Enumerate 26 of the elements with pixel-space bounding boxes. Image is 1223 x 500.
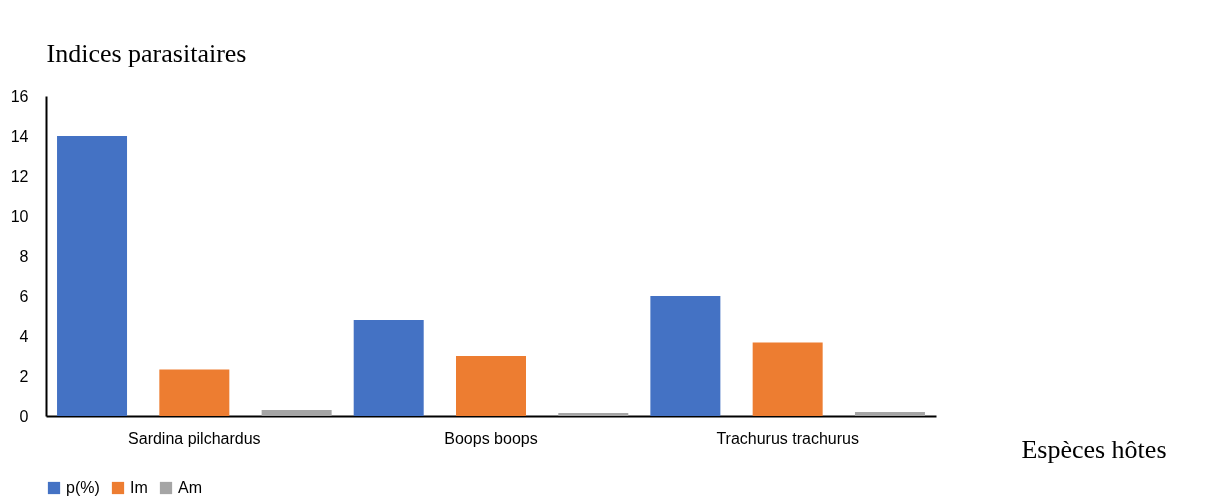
bar [456,356,526,416]
y-tick-label: 10 [10,207,29,225]
y-tick-label: 16 [10,87,29,105]
y-tick-label: 4 [19,327,29,345]
y-tick-label: 12 [10,167,29,185]
bar [558,413,629,416]
bar [353,320,424,416]
bar [261,410,332,416]
bar [57,136,128,416]
bar [752,342,823,416]
x-axis-title: Espèces hôtes [1021,434,1167,464]
legend-label: Im [130,479,148,496]
y-tick-label: 0 [19,407,29,425]
legend-label: Am [178,479,202,496]
y-tick-label: 14 [10,127,29,145]
bar [650,296,721,416]
x-tick-label: Sardina pilchardus [128,429,261,447]
bar [854,412,925,416]
legend-label: p(%) [66,479,100,496]
x-tick-label: Trachurus trachurus [716,429,859,447]
bar [159,369,230,416]
x-tick-label: Boops boops [444,429,538,447]
y-tick-label: 8 [19,247,29,265]
y-tick-label: 6 [19,287,29,305]
y-tick-label: 2 [19,367,29,385]
y-axis-title: Indices parasitaires [46,38,247,68]
